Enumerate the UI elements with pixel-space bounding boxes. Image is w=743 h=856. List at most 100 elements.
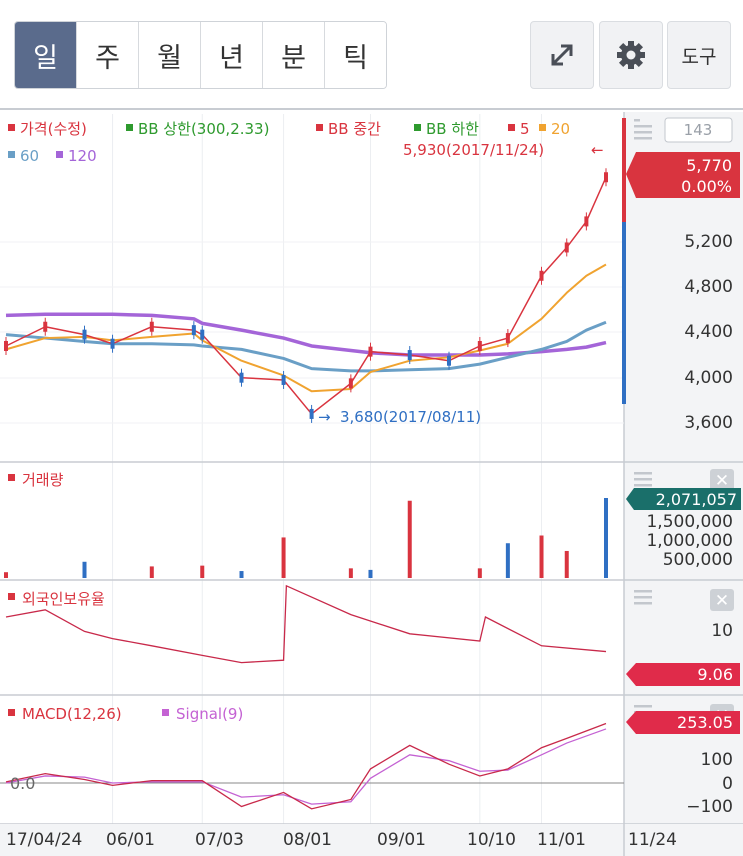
period-tabs: 일 주 월 년 분 틱: [14, 21, 387, 89]
candle-body: [110, 338, 115, 349]
volume-bar: [239, 571, 244, 578]
volume-ytick: 500,000: [663, 550, 733, 570]
x-tick: 06/01: [106, 830, 155, 850]
signal-swatch: [162, 709, 169, 716]
expand-button[interactable]: [530, 21, 594, 89]
volume-ytick: 1,000,000: [646, 531, 733, 551]
macd-ytick: 0: [722, 774, 733, 794]
last-price: 5,770: [686, 156, 732, 175]
low-annotation: 3,680(2017/08/11): [340, 408, 481, 426]
candle-body: [539, 270, 544, 281]
candle-body: [407, 350, 412, 361]
candle-body: [43, 321, 48, 332]
candle-body: [368, 346, 373, 357]
legend-ma60: 60: [20, 147, 39, 165]
candle-body: [200, 329, 205, 340]
volume-bar: [348, 568, 353, 578]
macd-axis: ✕ 253.05 100 0 −100 0.0: [10, 704, 740, 817]
low-arrow-icon: →: [318, 408, 331, 426]
legend-price: 가격(수정): [20, 120, 87, 138]
volume-bar: [200, 565, 205, 578]
macd-ytick: −100: [686, 797, 733, 817]
volume-bar: [82, 561, 87, 578]
price-legend: 가격(수정) BB 상한(300,2.33) BB 중간 BB 하한 5 20 …: [8, 120, 570, 165]
price-series: [4, 168, 608, 423]
expand-diagonal-icon: [551, 44, 573, 66]
candle-body: [604, 172, 608, 183]
panel-handle-icon[interactable]: [634, 590, 652, 593]
tab-day[interactable]: 일: [15, 22, 77, 88]
macd-line: [5, 722, 607, 810]
tab-year[interactable]: 년: [201, 22, 263, 88]
x-tick: 11/01: [537, 830, 586, 850]
candle-body: [477, 340, 482, 351]
range-bar-up: [622, 118, 626, 222]
macd-zero-label: 0.0: [10, 774, 35, 793]
volume-last-badge: [626, 488, 741, 510]
volume-swatch: [8, 474, 15, 481]
foreign-axis: ✕ 10 9.06: [626, 589, 740, 686]
tab-tick[interactable]: 틱: [325, 22, 386, 88]
chart-area: 가격(수정) BB 상한(300,2.33) BB 중간 BB 하한 5 20 …: [0, 108, 743, 856]
foreign-title: 외국인보유율: [22, 590, 105, 608]
foreign-last-badge: [626, 663, 740, 686]
volume-bar: [539, 535, 544, 578]
x-axis: 17/04/24 06/01 07/03 08/01 09/01 10/10 1…: [0, 824, 743, 856]
high-annotation: 5,930(2017/11/24): [403, 141, 544, 159]
price-axis: 143 5,770 0.00% 5,200 4,800 4,400 4,000 …: [622, 117, 740, 433]
volume-title: 거래량: [22, 471, 64, 489]
volume-bar: [604, 498, 608, 578]
tab-month[interactable]: 월: [139, 22, 201, 88]
count-badge-text: 143: [684, 121, 713, 139]
close-panel-button[interactable]: [710, 469, 734, 491]
legend-swatch-bb-mid: [316, 124, 323, 131]
foreign-series: [5, 584, 607, 664]
panel-handle-icon[interactable]: [634, 705, 652, 708]
legend-bb-mid: BB 중간: [328, 120, 381, 138]
foreign-last-value: 9.06: [697, 665, 733, 684]
tab-minute[interactable]: 분: [263, 22, 325, 88]
price-ytick: 3,600: [684, 413, 733, 433]
toolbar: 일 주 월 년 분 틱 도구: [0, 0, 743, 108]
panel-handle-icon[interactable]: [634, 472, 652, 475]
volume-bar: [281, 537, 286, 578]
legend-swatch-bb-lower: [414, 124, 421, 131]
legend-ma20: 20: [551, 120, 570, 138]
legend-swatch-ma20: [539, 124, 546, 131]
legend-ma5: 5: [520, 120, 530, 138]
panel-handle-icon[interactable]: [634, 125, 652, 128]
range-bar-down: [622, 222, 626, 404]
macd-last-value: 253.05: [677, 713, 733, 732]
volume-bar: [477, 568, 482, 578]
close-icon: ✕: [715, 591, 729, 611]
legend-bb-lower: BB 하한: [426, 120, 479, 138]
grid: [0, 114, 624, 824]
high-arrow-icon: ←: [591, 141, 604, 159]
x-tick: 07/03: [195, 830, 244, 850]
x-tick: 10/10: [467, 830, 516, 850]
price-line-price: [5, 176, 607, 415]
foreign-ytick: 10: [711, 621, 733, 641]
last-price-badge: [626, 152, 740, 198]
tab-week[interactable]: 주: [77, 22, 139, 88]
legend-swatch-ma120: [56, 151, 63, 158]
tools-label: 도구: [681, 45, 717, 68]
count-badge[interactable]: [664, 117, 733, 143]
candle-body: [281, 374, 286, 385]
close-icon: ✕: [715, 471, 729, 491]
settings-button[interactable]: [599, 21, 663, 89]
macd-last-badge: [626, 711, 740, 734]
gear-icon: [617, 41, 645, 69]
foreign-swatch: [8, 593, 15, 600]
candle-body: [82, 329, 87, 340]
macd-swatch: [8, 709, 15, 716]
price-ytick: 5,200: [684, 232, 733, 252]
volume-bars: [4, 498, 608, 578]
candle-body: [191, 325, 196, 336]
candle-body: [564, 242, 569, 253]
stock-chart-svg[interactable]: 가격(수정) BB 상한(300,2.33) BB 중간 BB 하한 5 20 …: [0, 110, 743, 856]
x-tick: 08/01: [283, 830, 332, 850]
close-panel-button[interactable]: [710, 589, 734, 611]
tools-button[interactable]: 도구: [667, 21, 731, 89]
candle-body: [149, 321, 154, 332]
